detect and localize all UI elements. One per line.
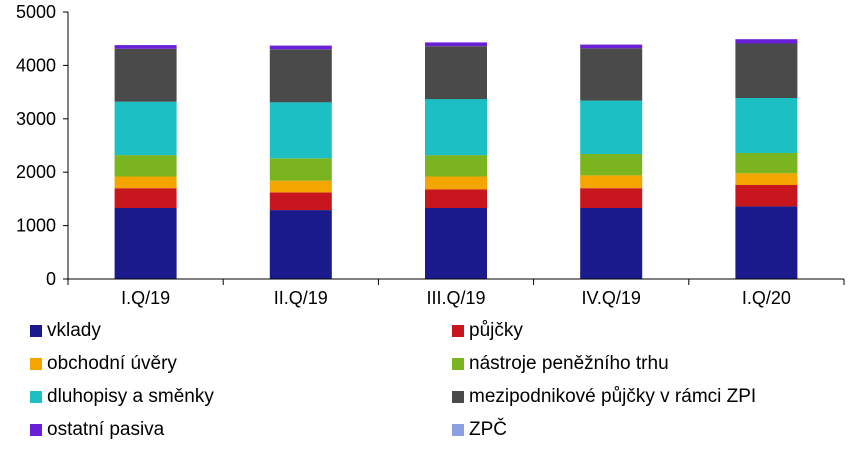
legend-label: mezipodnikové půjčky v rámci ZPI (469, 386, 757, 407)
legend-label: obchodní úvěry (47, 353, 177, 374)
legend-swatch (30, 391, 42, 403)
legend-label: dluhopisy a směnky (47, 386, 214, 407)
legend-item: vklady (30, 320, 101, 342)
x-tick-label: II.Q/19 (274, 288, 328, 308)
legend-label: vklady (47, 320, 101, 341)
bar-segment-7-4 (580, 44, 643, 49)
legend-swatch (30, 358, 42, 370)
legend-item: obchodní úvěry (30, 353, 177, 375)
x-tick-label: I.Q/20 (742, 288, 791, 308)
bar-segment-6-4 (580, 48, 643, 101)
legend-label: nástroje peněžního trhu (469, 353, 669, 374)
bar-segment-3-2 (269, 180, 332, 193)
legend-label: ZPČ (469, 419, 507, 440)
legend-swatch (452, 424, 464, 436)
bar-segment-4-2 (269, 158, 332, 181)
bar-segment-6-3 (425, 46, 487, 100)
x-tick-label: III.Q/19 (426, 288, 485, 308)
bar-segment-5-1 (114, 101, 177, 156)
y-tick-label: 1000 (16, 216, 56, 236)
legend-swatch (452, 325, 464, 337)
bar-segment-3-5 (735, 173, 798, 185)
bar-segment-7-1 (114, 45, 177, 49)
y-tick-label: 2000 (16, 162, 56, 182)
legend-item: dluhopisy a směnky (30, 386, 214, 408)
y-tick-label: 3000 (16, 109, 56, 129)
bar-segment-7-2 (269, 45, 332, 50)
legend-item: ZPČ (452, 419, 507, 441)
bar-segment-5-5 (735, 98, 798, 153)
bar-segment-1-2 (269, 210, 332, 279)
bar-segment-3-3 (425, 176, 487, 190)
bar-segment-4-5 (735, 153, 798, 174)
y-tick-label: 5000 (16, 2, 56, 22)
bar-segment-2-1 (114, 188, 177, 208)
bar-segment-2-4 (580, 188, 643, 208)
legend-swatch (452, 358, 464, 370)
bar-segment-2-2 (269, 192, 332, 211)
legend-item: nástroje peněžního trhu (452, 353, 669, 375)
legend-swatch (30, 325, 42, 337)
bar-segment-1-1 (114, 208, 177, 279)
legend-item: mezipodnikové půjčky v rámci ZPI (452, 386, 756, 408)
bar-segment-4-3 (425, 155, 487, 177)
x-tick-label: I.Q/19 (121, 288, 170, 308)
bar-segment-1-4 (580, 208, 643, 279)
bar-segment-5-3 (425, 99, 487, 156)
legend-swatch (452, 391, 464, 403)
bar-segment-6-1 (114, 48, 177, 102)
legend-item: ostatní pasiva (30, 419, 164, 441)
bar-segment-4-1 (114, 155, 177, 177)
bar-segment-2-3 (425, 189, 487, 208)
bar-segment-3-1 (114, 176, 177, 189)
bar-segment-6-2 (269, 49, 332, 103)
bar-segment-5-4 (580, 100, 643, 154)
legend-item: půjčky (452, 320, 523, 342)
legend-label: ostatní pasiva (47, 419, 165, 440)
y-tick-label: 0 (46, 269, 56, 289)
bar-segment-2-5 (735, 185, 798, 207)
chart-legend: vklady půjčky obchodní úvěry nástroje peněž… (0, 320, 859, 460)
bar-segment-3-4 (580, 175, 643, 189)
bar-segment-1-5 (735, 206, 798, 279)
bar-segment-6-5 (735, 43, 798, 98)
legend-label: půjčky (469, 320, 523, 341)
bar-segment-7-3 (425, 42, 487, 47)
bar-segment-7-5 (735, 39, 798, 44)
stacked-bar-chart: 0 1000 2000 3000 4000 5000 I.Q/19 II.Q/19 III.Q/… (16, 2, 845, 308)
bar-segment-5-2 (269, 102, 332, 159)
y-tick-label: 4000 (16, 55, 56, 75)
bar-segment-1-3 (425, 208, 487, 279)
legend-swatch (30, 424, 42, 436)
x-tick-label: IV.Q/19 (582, 288, 641, 308)
bar-segment-4-4 (580, 154, 643, 176)
